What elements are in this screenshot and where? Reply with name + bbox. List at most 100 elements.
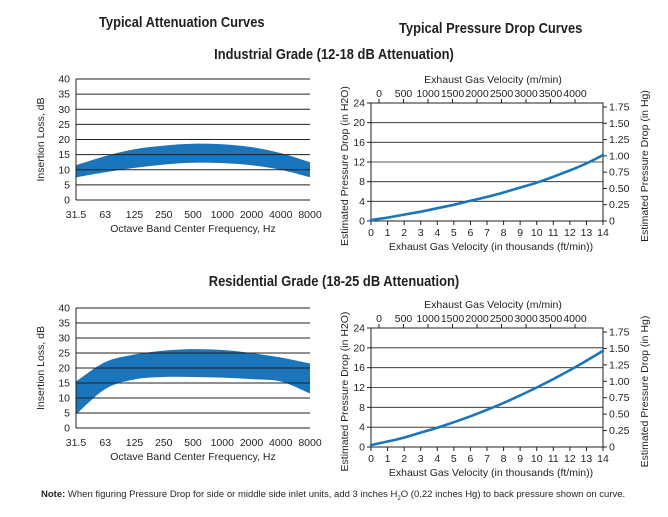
industrial-attenuation-xtick-500: 500 (184, 209, 202, 221)
residential-pressure-ytick-12: 12 (353, 382, 365, 394)
residential-pressure-xlabel: Exhaust Gas Velocity (in thousands (ft/m… (389, 467, 593, 479)
residential-pressure-xtick-3: 3 (418, 453, 424, 465)
residential-pressure-right-ytick-2: 0.50 (609, 409, 630, 421)
residential-attenuation-ytick-10: 10 (58, 393, 70, 405)
residential-pressure-xtick-11: 11 (548, 453, 559, 465)
industrial-attenuation-xtick-4000: 4000 (269, 209, 293, 221)
industrial-attenuation-xtick-31.5: 31.5 (66, 209, 87, 221)
industrial-pressure-right-ytick-2: 0.50 (609, 183, 630, 195)
industrial-pressure-ytick-4: 4 (359, 196, 365, 208)
industrial-pressure-xtick-5: 5 (451, 227, 457, 239)
residential-attenuation-xtick-8000: 8000 (298, 437, 322, 449)
industrial-pressure-right-ytick-3: 0.75 (609, 167, 630, 179)
industrial-pressure-xtick-10: 10 (531, 227, 543, 239)
industrial-pressure-xtick-7: 7 (484, 227, 490, 239)
industrial-pressure-curve (369, 153, 605, 222)
residential-pressure-xtick-5: 5 (451, 453, 457, 465)
residential-attenuation-xtick-2000: 2000 (240, 437, 264, 449)
residential-attenuation-xlabel: Octave Band Center Frequency, Hz (110, 451, 276, 463)
residential-attenuation-ytick-30: 30 (58, 333, 70, 345)
residential-pressure-xtick-1: 1 (385, 453, 391, 465)
residential-attenuation-band (76, 349, 310, 415)
industrial-attenuation-xtick-125: 125 (126, 209, 144, 221)
residential-attenuation-xtick-4000: 4000 (269, 437, 293, 449)
residential-pressure-ytick-20: 20 (353, 342, 365, 354)
residential-pressure-right-ylabel: Estimated Pressure Drop (in Hg) (639, 316, 651, 468)
residential-attenuation-ytick-35: 35 (58, 318, 70, 330)
industrial-pressure-top-xtick-1500: 1500 (441, 88, 465, 100)
industrial-attenuation-ytick-20: 20 (58, 134, 70, 146)
residential-pressure-xtick-4: 4 (434, 453, 440, 465)
residential-heading: Residential Grade (18-25 dB Attenuation) (208, 273, 460, 290)
residential-attenuation-xtick-31.5: 31.5 (66, 437, 87, 449)
residential-pressure-ylabel: Estimated Pressure Drop (in H2O) (339, 312, 351, 472)
industrial-pressure-top-xtick-2000: 2000 (465, 88, 489, 100)
residential-pressure-right-ytick-6: 1.50 (609, 343, 630, 355)
industrial-pressure-ytick-24: 24 (353, 98, 365, 110)
residential-attenuation-ytick-25: 25 (58, 348, 70, 360)
industrial-pressure-ytick-12: 12 (353, 157, 365, 169)
industrial-pressure-top-xtick-3000: 3000 (514, 88, 538, 100)
residential-attenuation-xtick-125: 125 (126, 437, 144, 449)
industrial-attenuation-xtick-1000: 1000 (211, 209, 235, 221)
industrial-pressure-top-xlabel: Exhaust Gas Velocity (m/min) (424, 74, 562, 86)
industrial-pressure-xtick-3: 3 (418, 227, 424, 239)
residential-pressure-ytick-16: 16 (353, 362, 365, 374)
residential-pressure-top-xtick-3500: 3500 (539, 313, 563, 325)
residential-pressure-ytick-4: 4 (359, 422, 365, 434)
residential-pressure-xtick-14: 14 (597, 453, 609, 465)
industrial-attenuation-ylabel: Insertion Loss, dB (35, 97, 47, 181)
industrial-attenuation-xtick-2000: 2000 (240, 209, 264, 221)
footnote: Note: When figuring Pressure Drop for si… (41, 489, 625, 502)
industrial-pressure-ytick-20: 20 (353, 117, 365, 129)
industrial-pressure-right-ytick-5: 1.25 (609, 134, 630, 146)
industrial-pressure-xtick-11: 11 (548, 227, 559, 239)
industrial-pressure-xtick-6: 6 (468, 227, 474, 239)
residential-pressure-right-ytick-5: 1.25 (609, 359, 630, 371)
residential-attenuation-xtick-250: 250 (155, 437, 173, 449)
industrial-heading: Industrial Grade (12-18 dB Attenuation) (214, 46, 454, 63)
industrial-attenuation-ytick-5: 5 (64, 179, 70, 191)
industrial-pressure-right-ytick-4: 1.00 (609, 150, 630, 162)
industrial-pressure-top-xtick-500: 500 (395, 88, 413, 100)
note-subscript: 2 (397, 495, 401, 502)
residential-pressure-top-xtick-1000: 1000 (416, 313, 440, 325)
industrial-pressure-xtick-2: 2 (401, 227, 407, 239)
industrial-pressure-xlabel: Exhaust Gas Velocity (in thousands (ft/m… (389, 241, 593, 253)
industrial-pressure-top-xtick-3500: 3500 (539, 88, 563, 100)
industrial-pressure-right-ytick-7: 1.75 (609, 102, 630, 114)
residential-attenuation-ytick-5: 5 (64, 408, 70, 420)
residential-attenuation-xtick-1000: 1000 (211, 437, 235, 449)
residential-pressure-ytick-8: 8 (359, 402, 365, 414)
residential-pressure-xtick-12: 12 (564, 453, 576, 465)
residential-pressure-right-ytick-4: 1.00 (609, 376, 630, 388)
industrial-attenuation-ytick-25: 25 (58, 119, 70, 131)
industrial-pressure-xtick-14: 14 (597, 227, 609, 239)
residential-pressure-ytick-0: 0 (359, 442, 365, 454)
industrial-pressure-ylabel: Estimated Pressure Drop (in H2O) (339, 86, 351, 246)
industrial-pressure-ytick-16: 16 (353, 137, 365, 149)
residential-pressure-top-xtick-2500: 2500 (490, 313, 514, 325)
industrial-pressure-right-ytick-6: 1.50 (609, 118, 630, 130)
residential-pressure-top-xtick-1500: 1500 (441, 313, 465, 325)
industrial-pressure-right-ylabel: Estimated Pressure Drop (in Hg) (639, 90, 651, 242)
note-label: Note: (41, 489, 66, 500)
industrial-attenuation-band (76, 143, 310, 178)
industrial-pressure-xtick-4: 4 (434, 227, 440, 239)
industrial-pressure-xtick-9: 9 (517, 227, 523, 239)
residential-attenuation-xtick-500: 500 (184, 437, 202, 449)
pressure-heading: Typical Pressure Drop Curves (399, 20, 583, 37)
residential-pressure-right-ytick-7: 1.75 (609, 327, 630, 339)
residential-pressure-xtick-2: 2 (401, 453, 407, 465)
residential-attenuation-xtick-63: 63 (99, 437, 111, 449)
residential-pressure-xtick-13: 13 (581, 453, 593, 465)
industrial-pressure-xtick-12: 12 (564, 227, 576, 239)
residential-pressure-top-xtick-3000: 3000 (514, 313, 538, 325)
residential-attenuation-ylabel: Insertion Loss, dB (35, 326, 47, 410)
residential-pressure-right-ytick-1: 0.25 (609, 425, 630, 437)
residential-pressure-xtick-0: 0 (368, 453, 374, 465)
industrial-attenuation-xtick-250: 250 (155, 209, 173, 221)
industrial-pressure-right-ytick-1: 0.25 (609, 199, 630, 211)
industrial-pressure-top-xtick-2500: 2500 (490, 88, 514, 100)
